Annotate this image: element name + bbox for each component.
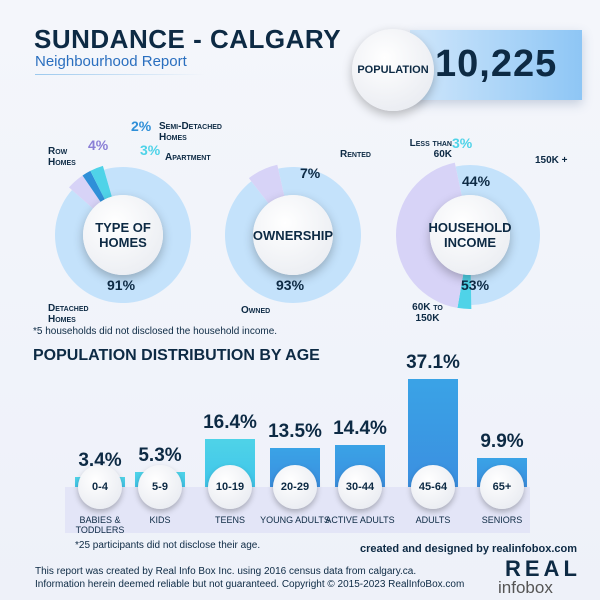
donut-slice-rented: [248, 164, 285, 204]
population-box: [410, 30, 582, 100]
bar-value-label: 3.4%: [78, 450, 122, 472]
age-group-label: BABIES & TODDLERS: [75, 515, 125, 535]
disclaimer: This report was created by Real Info Box…: [35, 566, 465, 590]
age-range-label: 30-44: [338, 465, 382, 509]
pct-semi: 2%: [131, 118, 152, 134]
pct-apartment: 3%: [140, 142, 161, 158]
donut-slice-less-than-60k: [457, 274, 472, 309]
label-rented: Rented: [340, 149, 371, 160]
label-owned: Owned: [241, 305, 271, 316]
age-range-label: 20-29: [273, 465, 317, 509]
age-group-label: YOUNG ADULTS: [260, 515, 330, 525]
pct-mid-income: 53%: [461, 277, 490, 293]
age-chart-title: POPULATION DISTRIBUTION BY AGE: [33, 347, 320, 364]
donut-slice-150k-: [395, 162, 464, 308]
pct-high-income: 44%: [462, 173, 491, 189]
label-row: Row Homes: [48, 146, 76, 168]
age-range-label: 65+: [480, 465, 524, 509]
pct-low-income: 3%: [452, 135, 473, 151]
donut-slice-detached-homes: [54, 167, 191, 303]
page-title: SUNDANCE - CALGARY: [34, 24, 342, 54]
age-range-label: 0-4: [78, 465, 122, 509]
donut-charts: [54, 162, 540, 309]
label-low-income: Less than 60K: [409, 138, 452, 160]
label-high-income: 150K +: [535, 155, 568, 166]
age-group-label: TEENS: [214, 515, 245, 525]
label-apartment: Apartment: [165, 152, 211, 163]
logo-sub: infobox: [498, 578, 553, 597]
label-semi: Semi-Detached Homes: [159, 121, 222, 143]
age-range-label: 10-19: [208, 465, 252, 509]
donut-slice-owned: [225, 167, 361, 303]
credit-text: created and designed by realinfobox.com: [360, 543, 577, 555]
label-detached: Detached Homes: [48, 303, 89, 325]
donut-slice-apartment: [90, 165, 112, 200]
bar-value-label: 13.5%: [268, 420, 322, 442]
label-mid-income: 60K to 150K: [412, 302, 443, 324]
bar-value-label: 16.4%: [203, 412, 257, 434]
age-group-label: SENIORS: [481, 515, 523, 525]
age-group-label: KIDS: [149, 515, 171, 525]
donut-slice-60k-to-150k: [455, 165, 540, 305]
age-note: *25 participants did not disclose their …: [75, 540, 261, 551]
age-group-label: ADULTS: [415, 515, 451, 525]
pct-row: 4%: [88, 137, 109, 153]
pct-detached: 91%: [107, 277, 136, 293]
donut-title-ownership: OWNERSHIP: [253, 195, 333, 275]
donut-title-income: HOUSEHOLD INCOME: [428, 195, 512, 275]
pct-rented: 7%: [300, 165, 321, 181]
population-label: POPULATION: [352, 29, 434, 111]
bar-value-label: 9.9%: [480, 431, 524, 453]
population-value: 10,225: [435, 43, 558, 85]
bar-value-label: 14.4%: [333, 418, 387, 440]
age-range-label: 45-64: [411, 465, 455, 509]
logo: REAL: [505, 556, 581, 581]
age-range-label: 5-9: [138, 465, 182, 509]
bar-value-label: 37.1%: [406, 352, 460, 374]
donut-title-homes: TYPE OF HOMES: [83, 195, 163, 275]
donut-slice-semi-detached-homes: [82, 170, 105, 202]
page-subtitle: Neighbourhood Report: [35, 53, 187, 70]
donut-slice-row-homes: [68, 175, 101, 209]
pct-owned: 93%: [276, 277, 305, 293]
title-divider: [35, 74, 205, 75]
age-group-label: ACTIVE ADULTS: [325, 515, 395, 525]
income-note: *5 households did not disclosed the hous…: [33, 326, 278, 337]
bar-value-label: 5.3%: [138, 444, 182, 466]
